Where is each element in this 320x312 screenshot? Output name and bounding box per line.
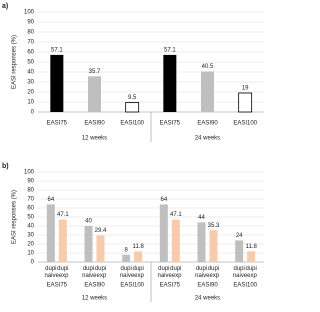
value-label: 35.7 xyxy=(89,69,101,75)
series-tick-label: dupi naive xyxy=(43,266,60,279)
series-tick-label: dupi naive xyxy=(193,266,210,279)
x-tick-label: EASI90 xyxy=(84,121,105,127)
y-tick-label: 90 xyxy=(27,179,34,185)
x-tick-label: EASI90 xyxy=(84,283,105,289)
bar xyxy=(58,219,67,262)
x-tick-label: EASI75 xyxy=(47,121,68,127)
value-label: 11.8 xyxy=(246,244,258,250)
y-tick-label: 70 xyxy=(27,40,34,46)
y-tick-label: 0 xyxy=(31,260,35,266)
panel-label: b) xyxy=(2,163,9,170)
value-label: 57.1 xyxy=(164,47,176,53)
x-tick-label: EASI75 xyxy=(47,283,68,289)
value-label: 11.8 xyxy=(133,244,145,250)
bar xyxy=(209,230,218,262)
figure: a)EASI responses (%)01020304050607080901… xyxy=(2,3,264,302)
y-tick-label: 80 xyxy=(27,188,34,194)
x-tick-label: EASI100 xyxy=(120,121,144,127)
y-tick-label: 20 xyxy=(27,242,34,248)
value-label: 29.4 xyxy=(95,228,107,234)
x-tick-label: EASI100 xyxy=(233,283,257,289)
x-tick-label: EASI75 xyxy=(160,283,181,289)
y-tick-label: 100 xyxy=(24,170,35,176)
value-label: 40 xyxy=(85,219,92,225)
y-tick-label: 10 xyxy=(27,251,34,257)
value-label: 9.5 xyxy=(128,95,137,101)
x-tick-label: EASI90 xyxy=(197,121,218,127)
y-tick-label: 90 xyxy=(27,20,34,26)
bar xyxy=(134,251,143,262)
y-tick-label: 70 xyxy=(27,197,34,203)
value-label: 64 xyxy=(160,197,167,203)
y-tick-label: 30 xyxy=(27,233,34,239)
y-tick-label: 30 xyxy=(27,80,34,86)
value-label: 47.1 xyxy=(57,212,69,218)
y-tick-label: 40 xyxy=(27,70,34,76)
x-tick-label: EASI90 xyxy=(197,283,218,289)
y-tick-label: 50 xyxy=(27,215,34,221)
bar xyxy=(84,226,93,262)
y-tick-label: 60 xyxy=(27,206,34,212)
bar xyxy=(122,254,131,262)
y-tick-label: 40 xyxy=(27,224,34,230)
x-tick-label: EASI75 xyxy=(160,121,181,127)
bar xyxy=(50,54,64,112)
group-label: 24 weeks xyxy=(195,296,220,302)
panel-label: a) xyxy=(2,3,8,10)
value-label: 8 xyxy=(124,247,128,253)
value-label: 47.1 xyxy=(170,212,182,218)
y-tick-label: 0 xyxy=(31,110,35,116)
bar xyxy=(197,222,206,262)
series-tick-label: dupi exp xyxy=(57,266,69,279)
bar xyxy=(96,235,105,262)
y-tick-label: 20 xyxy=(27,90,34,96)
value-label: 64 xyxy=(47,197,54,203)
group-label: 24 weeks xyxy=(195,136,220,142)
series-tick-label: dupi exp xyxy=(245,266,257,279)
x-tick-label: EASI100 xyxy=(120,283,144,289)
x-tick-label: EASI100 xyxy=(233,121,257,127)
series-tick-label: dupi naive xyxy=(156,266,173,279)
y-tick-label: 80 xyxy=(27,30,34,36)
y-tick-label: 100 xyxy=(24,10,35,16)
value-label: 24 xyxy=(236,233,243,239)
series-tick-label: dupi naive xyxy=(118,266,135,279)
group-label: 12 weeks xyxy=(82,136,107,142)
value-label: 44 xyxy=(198,215,205,221)
y-axis-label: EASI responses (%) xyxy=(12,190,18,244)
bar xyxy=(88,76,101,112)
bar xyxy=(235,240,244,262)
value-label: 57.1 xyxy=(51,47,63,53)
bar xyxy=(201,71,214,112)
bar xyxy=(163,54,177,112)
bar xyxy=(171,219,180,262)
series-tick-label: dupi exp xyxy=(208,266,220,279)
y-tick-label: 60 xyxy=(27,50,34,56)
value-label: 35.3 xyxy=(208,223,220,229)
series-tick-label: dupi exp xyxy=(170,266,182,279)
series-tick-label: dupi exp xyxy=(95,266,107,279)
value-label: 19 xyxy=(242,86,249,92)
series-tick-label: dupi exp xyxy=(132,266,144,279)
y-tick-label: 10 xyxy=(27,100,34,106)
bar xyxy=(125,102,140,113)
y-axis-label: EASI responses (%) xyxy=(12,35,18,89)
bar xyxy=(46,204,55,262)
bar xyxy=(238,92,253,113)
group-label: 12 weeks xyxy=(82,296,107,302)
value-label: 40.5 xyxy=(202,64,214,70)
bar xyxy=(159,204,168,262)
y-tick-label: 50 xyxy=(27,60,34,66)
bar xyxy=(247,251,256,262)
series-tick-label: dupi naive xyxy=(80,266,97,279)
series-tick-label: dupi naive xyxy=(231,266,248,279)
